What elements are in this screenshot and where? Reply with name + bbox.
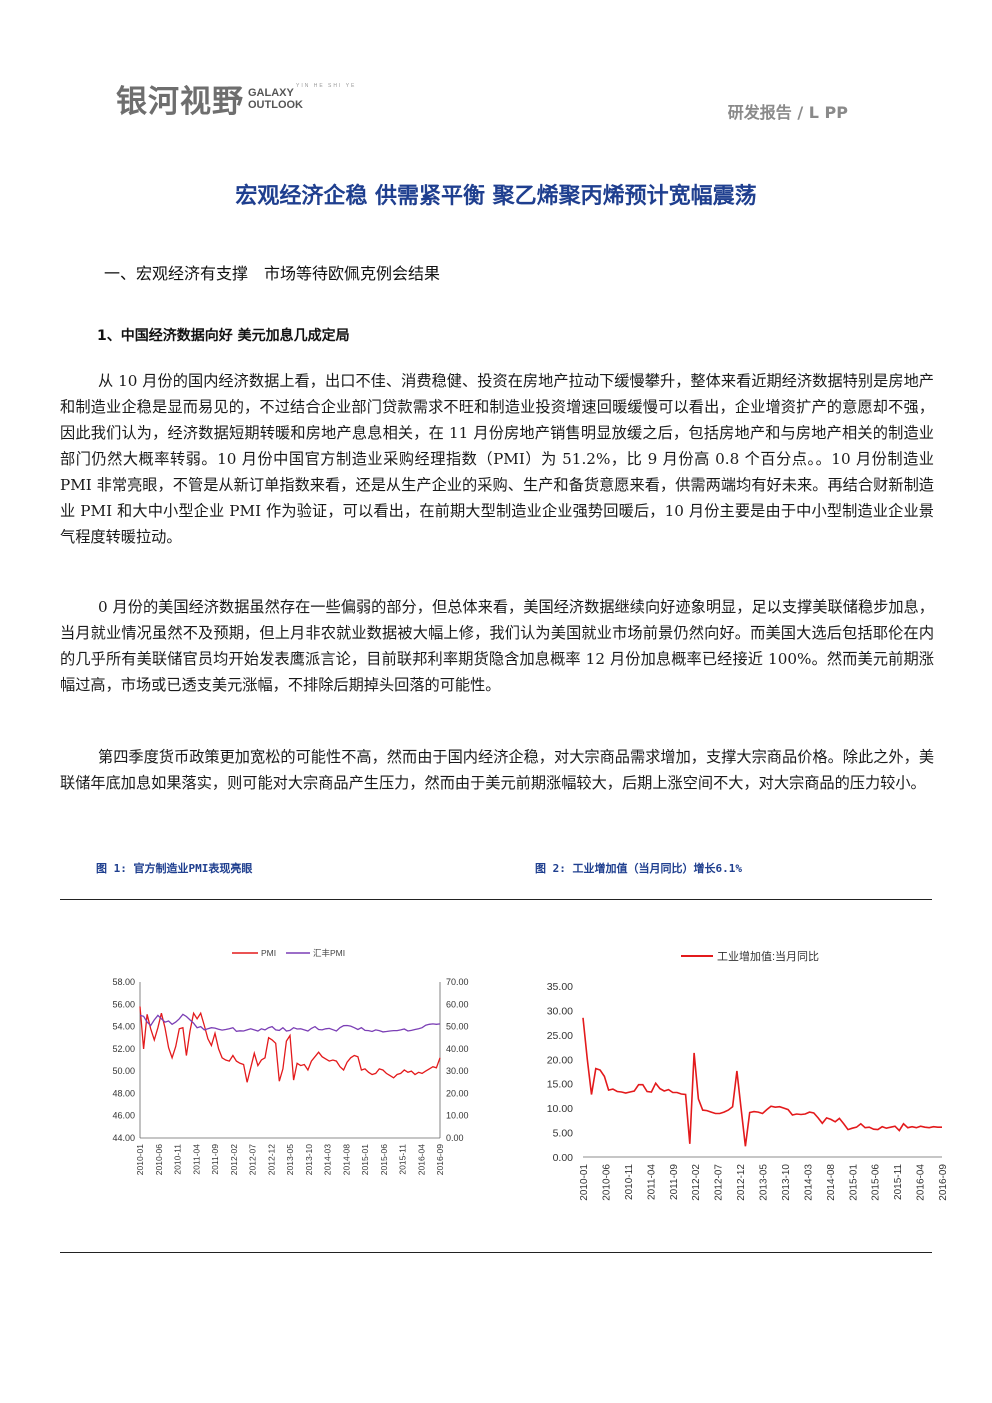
x-tick-label: 2016-04 <box>416 1144 426 1175</box>
x-tick-label: 2012-12 <box>736 1164 747 1201</box>
x-tick-label: 2010-01 <box>135 1144 145 1175</box>
x-tick-label: 2011-04 <box>191 1144 201 1175</box>
y-right-tick-label: 20.00 <box>446 1088 469 1098</box>
logo-english-line2: OUTLOOK <box>248 98 303 111</box>
figure-2-caption: 图 2: 工业增加值（当月同比）增长6.1% <box>535 862 742 875</box>
x-tick-label: 2011-09 <box>210 1144 220 1175</box>
y-left-tick-label: 50.00 <box>112 1066 135 1076</box>
y-right-tick-label: 60.00 <box>446 999 469 1009</box>
x-tick-label: 2012-07 <box>714 1164 725 1201</box>
y-tick-label: 0.00 <box>553 1152 574 1164</box>
y-left-tick-label: 44.00 <box>112 1133 135 1143</box>
pmi-chart: 58.00 56.00 54.00 52.00 50.00 48.00 46.00 44.00… <box>112 948 468 1175</box>
y-left-tick-label: 48.00 <box>112 1088 135 1098</box>
x-tick-label: 2015-06 <box>871 1164 882 1201</box>
y-left-tick-label: 54.00 <box>112 1022 135 1032</box>
pmi-series-line <box>139 1006 441 1083</box>
x-tick-label: 2013-05 <box>285 1144 295 1175</box>
x-tick-label: 2013-10 <box>304 1144 314 1175</box>
y-tick-label: 15.00 <box>547 1079 573 1091</box>
y-left-tick-label: 46.00 <box>112 1111 135 1121</box>
y-tick-label: 10.00 <box>547 1103 573 1115</box>
logo-chinese-text: 银河视野 <box>116 84 244 120</box>
paragraph-monetary-policy: 第四季度货币政策更加宽松的可能性不高，然而由于国内经济企稳，对大宗商品需求增加，… <box>60 748 934 792</box>
x-tick-label: 2015-01 <box>848 1164 859 1201</box>
galaxy-outlook-logo: 银河视野 GALAXY OUTLOOK YIN HE SHI YE <box>116 76 354 121</box>
legend-series-label: 工业增加值:当月同比 <box>717 949 819 963</box>
x-tick-label: 2011-09 <box>669 1164 680 1200</box>
legend-pmi-label: PMI <box>261 948 276 958</box>
y-right-tick-label: 70.00 <box>446 977 469 987</box>
y-right-tick-label: 40.00 <box>446 1044 469 1054</box>
legend-hsbc-label: 汇丰PMI <box>313 948 345 958</box>
iva-chart-legend: 工业增加值:当月同比 <box>681 949 819 963</box>
y-tick-label: 25.00 <box>547 1030 573 1042</box>
figure-bottom-rule <box>60 1252 932 1253</box>
report-tag: 研发报告 / L PP <box>727 103 848 122</box>
x-tick-label: 2016-09 <box>435 1144 445 1175</box>
x-tick-label: 2013-10 <box>781 1164 792 1201</box>
section-heading: 一、宏观经济有支撑 市场等待欧佩克例会结果 <box>104 264 441 283</box>
x-tick-label: 2014-08 <box>826 1164 837 1201</box>
x-tick-label: 2013-05 <box>759 1164 770 1201</box>
x-tick-label: 2010-11 <box>624 1164 635 1200</box>
x-tick-label: 2016-04 <box>916 1164 927 1201</box>
pmi-chart-axes: 58.00 56.00 54.00 52.00 50.00 48.00 46.00 44.00… <box>112 977 468 1175</box>
x-tick-label: 2012-02 <box>691 1164 702 1201</box>
y-right-tick-label: 30.00 <box>446 1066 469 1076</box>
y-tick-label: 5.00 <box>553 1128 574 1140</box>
x-tick-label: 2012-12 <box>266 1144 276 1175</box>
x-tick-label: 2014-08 <box>341 1144 351 1175</box>
x-tick-label: 2015-01 <box>360 1144 370 1175</box>
y-left-tick-label: 58.00 <box>112 977 135 987</box>
figure-top-rule <box>60 899 932 900</box>
y-tick-label: 30.00 <box>547 1005 573 1017</box>
x-tick-label: 2012-02 <box>229 1144 239 1175</box>
x-tick-label: 2014-03 <box>323 1144 333 1175</box>
x-tick-label: 2010-06 <box>601 1164 612 1201</box>
logo-english-line1: GALAXY <box>248 86 294 99</box>
industrial-value-added-chart: 35.00 30.00 25.00 20.00 15.00 10.00 5.00 0.00 20… <box>547 949 949 1201</box>
page-title: 宏观经济企稳 供需紧平衡 聚乙烯聚丙烯预计宽幅震荡 <box>235 184 757 209</box>
x-tick-label: 2016-09 <box>938 1164 949 1201</box>
subsection-heading: 1、中国经济数据向好 美元加息几成定局 <box>97 328 350 344</box>
x-tick-label: 2015-06 <box>379 1144 389 1175</box>
pmi-chart-legend: PMI 汇丰PMI <box>232 948 345 958</box>
iva-chart-axes: 35.00 30.00 25.00 20.00 15.00 10.00 5.00 0.00 20… <box>547 981 949 1201</box>
y-left-tick-label: 56.00 <box>112 999 135 1009</box>
iva-series-line <box>582 1017 942 1147</box>
x-tick-label: 2015-11 <box>398 1144 408 1175</box>
y-right-tick-label: 50.00 <box>446 1022 469 1032</box>
hsbc-pmi-series-line <box>139 1013 441 1033</box>
y-right-tick-label: 10.00 <box>446 1111 469 1121</box>
x-tick-label: 2015-11 <box>893 1164 904 1200</box>
x-tick-label: 2014-03 <box>803 1164 814 1201</box>
pmi-chart-series <box>139 1006 441 1083</box>
iva-chart-series <box>582 1017 942 1147</box>
x-tick-label: 2010-06 <box>154 1144 164 1175</box>
paragraph-us-economy: 0 月份的美国经济数据虽然存在一些偏弱的部分，但总体来看，美国经济数据继续向好迹… <box>60 598 934 694</box>
logo-small-text: YIN HE SHI YE <box>296 82 357 89</box>
logo-english-block: GALAXY OUTLOOK YIN HE SHI YE <box>248 83 354 111</box>
paragraph-china-economy: 从 10 月份的国内经济数据上看，出口不佳、消费稳健、投资在房地产拉动下缓慢攀升… <box>60 372 934 546</box>
y-left-tick-label: 52.00 <box>112 1044 135 1054</box>
figure-1-caption: 图 1: 官方制造业PMI表现亮眼 <box>96 862 253 875</box>
y-right-tick-label: 0.00 <box>446 1133 464 1143</box>
y-tick-label: 20.00 <box>547 1054 573 1066</box>
x-tick-label: 2012-07 <box>248 1144 258 1175</box>
x-tick-label: 2010-01 <box>579 1164 590 1201</box>
x-tick-label: 2010-11 <box>173 1144 183 1175</box>
x-tick-label: 2011-04 <box>646 1164 657 1200</box>
y-tick-label: 35.00 <box>547 981 573 993</box>
